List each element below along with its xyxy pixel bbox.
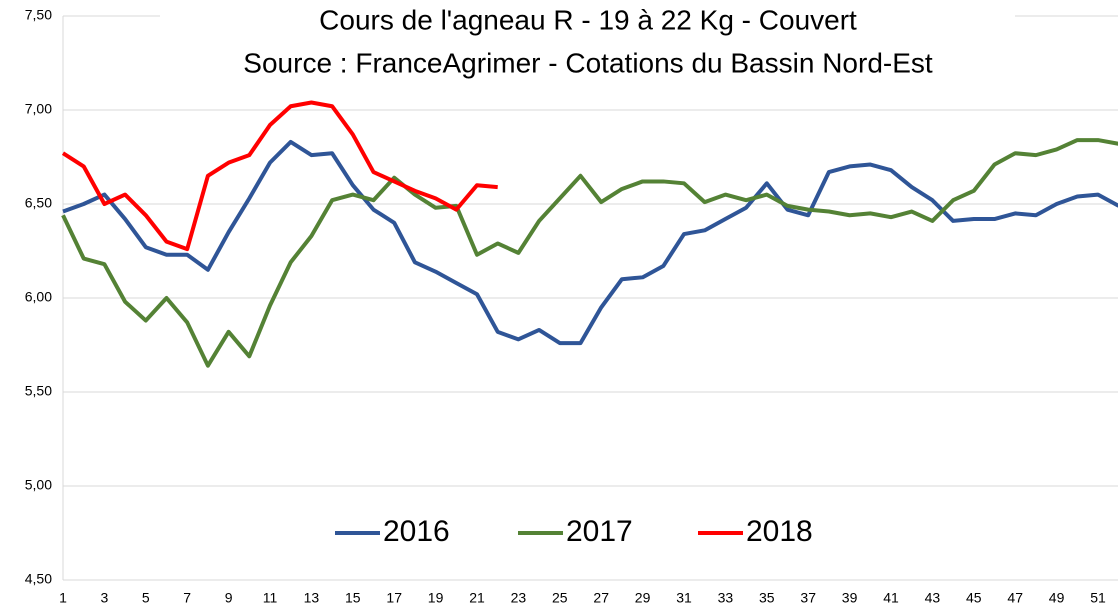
y-tick-label: 4,50 bbox=[25, 571, 52, 587]
x-tick-label: 27 bbox=[593, 590, 609, 606]
x-tick-label: 39 bbox=[842, 590, 858, 606]
x-tick-label: 21 bbox=[469, 590, 485, 606]
x-tick-label: 41 bbox=[883, 590, 899, 606]
x-tick-label: 13 bbox=[304, 590, 320, 606]
x-tick-label: 9 bbox=[225, 590, 233, 606]
x-tick-label: 37 bbox=[800, 590, 816, 606]
legend-label: 2017 bbox=[566, 515, 633, 548]
x-tick-label: 49 bbox=[1049, 590, 1065, 606]
y-tick-label: 7,00 bbox=[25, 101, 52, 117]
x-tick-label: 33 bbox=[718, 590, 734, 606]
x-tick-label: 35 bbox=[759, 590, 775, 606]
legend-label: 2016 bbox=[383, 515, 450, 548]
x-tick-label: 15 bbox=[345, 590, 361, 606]
series-line bbox=[62, 139, 1118, 346]
x-tick-label: 47 bbox=[1007, 590, 1023, 606]
y-tick-label: 6,50 bbox=[25, 195, 52, 211]
y-tick-label: 7,50 bbox=[25, 7, 52, 23]
x-tick-label: 17 bbox=[386, 590, 402, 606]
y-tick-label: 5,00 bbox=[25, 477, 52, 493]
x-tick-label: 29 bbox=[635, 590, 651, 606]
legend-label: 2018 bbox=[746, 515, 813, 548]
x-tick-label: 23 bbox=[511, 590, 527, 606]
x-tick-label: 31 bbox=[676, 590, 692, 606]
chart-title: Cours de l'agneau R - 19 à 22 Kg - Couve… bbox=[319, 4, 857, 35]
x-tick-label: 7 bbox=[183, 590, 191, 606]
y-tick-label: 6,00 bbox=[25, 289, 52, 305]
x-tick-label: 1 bbox=[59, 590, 67, 606]
title-background bbox=[160, 0, 1015, 88]
series-line bbox=[61, 100, 498, 252]
x-tick-label: 51 bbox=[1090, 590, 1106, 606]
x-tick-label: 19 bbox=[428, 590, 444, 606]
series-line bbox=[61, 138, 1118, 368]
grid bbox=[62, 15, 1118, 581]
x-tick-label: 3 bbox=[101, 590, 109, 606]
x-tick-label: 45 bbox=[966, 590, 982, 606]
x-tick-label: 25 bbox=[552, 590, 568, 606]
y-tick-label: 5,50 bbox=[25, 383, 52, 399]
chart-subtitle: Source : FranceAgrimer - Cotations du Ba… bbox=[243, 47, 933, 78]
x-tick-label: 11 bbox=[263, 590, 278, 606]
x-tick-label: 43 bbox=[925, 590, 941, 606]
x-tick-label: 5 bbox=[142, 590, 150, 606]
